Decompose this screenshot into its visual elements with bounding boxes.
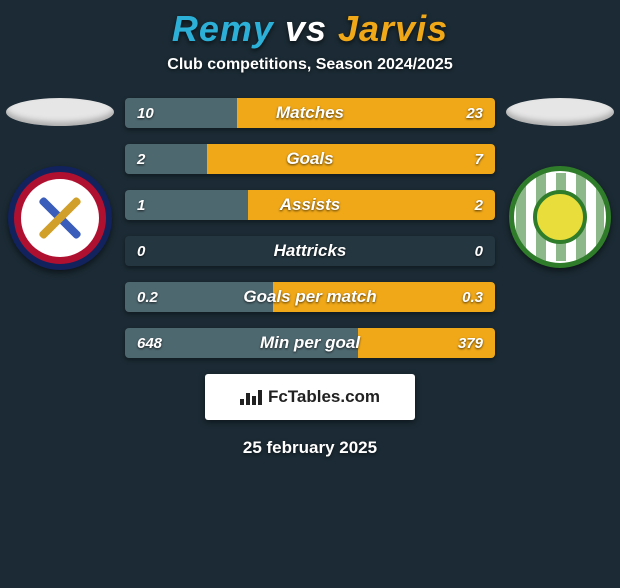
stat-label: Goals per match <box>125 282 495 312</box>
subtitle: Club competitions, Season 2024/2025 <box>0 56 620 74</box>
source-badge: FcTables.com <box>205 374 415 420</box>
stat-bars: 1023Matches 27Goals 12Assists 00Hattricks 0.… <box>125 98 495 358</box>
player1-name: Remy <box>172 8 274 49</box>
player1-club-crest <box>8 166 112 270</box>
page-title: Remy vs Jarvis <box>0 8 620 50</box>
stat-label: Matches <box>125 98 495 128</box>
source-label: FcTables.com <box>268 387 380 407</box>
player2-club-crest <box>509 166 611 268</box>
player1-column <box>0 98 120 270</box>
player2-column <box>500 98 620 268</box>
shield-center-icon <box>533 190 587 244</box>
player1-avatar-placeholder <box>6 98 114 126</box>
stat-label: Assists <box>125 190 495 220</box>
player2-avatar-placeholder <box>506 98 614 126</box>
date-label: 25 february 2025 <box>0 438 620 458</box>
stat-label: Min per goal <box>125 328 495 358</box>
bar-chart-icon <box>240 389 262 405</box>
vs-word: vs <box>285 8 327 49</box>
stat-label: Hattricks <box>125 236 495 266</box>
stat-row: 00Hattricks <box>125 236 495 266</box>
stat-row: 648379Min per goal <box>125 328 495 358</box>
stat-row: 0.20.3Goals per match <box>125 282 495 312</box>
crest-inner-icon <box>21 179 99 257</box>
crossed-tools-icon <box>30 188 90 248</box>
stat-row: 1023Matches <box>125 98 495 128</box>
stat-row: 12Assists <box>125 190 495 220</box>
stat-label: Goals <box>125 144 495 174</box>
player2-name: Jarvis <box>338 8 448 49</box>
comparison-panel: 1023Matches 27Goals 12Assists 00Hattricks 0.… <box>0 98 620 458</box>
stat-row: 27Goals <box>125 144 495 174</box>
